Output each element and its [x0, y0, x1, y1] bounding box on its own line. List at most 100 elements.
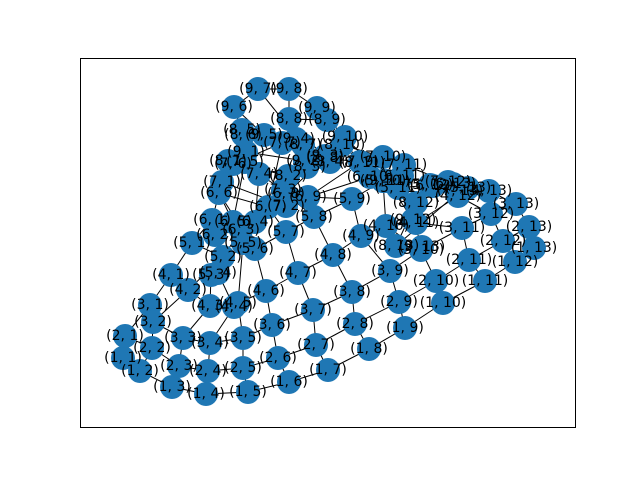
node-4-1 [159, 263, 183, 287]
graph-nodes [111, 77, 546, 406]
node-label-4-12: (4, 12) [435, 188, 482, 204]
node-label-3-7: (3, 7) [294, 302, 332, 318]
node-label-6-13: (6, 13) [430, 176, 477, 192]
node-label-5-4: (5, 4) [199, 265, 237, 281]
node-5-9 [340, 187, 364, 211]
node-9-7 [246, 77, 270, 101]
node-label-1-7: (1, 7) [309, 362, 347, 378]
node-5-1 [180, 231, 204, 255]
node-label-4-2: (4, 2) [169, 282, 207, 298]
node-1-8 [357, 337, 381, 361]
node-label-5-7: (5, 7) [267, 224, 305, 240]
node-label-3-5: (3, 5) [224, 330, 262, 346]
node-1-3 [160, 375, 184, 399]
node-2-10 [424, 269, 448, 293]
node-7-1 [210, 170, 234, 194]
node-label-5-2: (5, 2) [204, 249, 242, 265]
node-label-7-5: (7, 5) [226, 154, 264, 170]
node-4-7 [286, 261, 310, 285]
node-label-7-1: (7, 1) [203, 174, 241, 190]
node-1-7 [316, 358, 340, 382]
node-label-6-5: (6, 5) [214, 214, 252, 230]
node-label-2-9: (2, 9) [380, 294, 418, 310]
node-label-2-4: (2, 4) [189, 363, 227, 379]
node-label-2-1: (2, 1) [106, 328, 144, 344]
node-label-2-12: (2, 12) [480, 233, 527, 249]
node-3-7 [301, 298, 325, 322]
node-1-11 [473, 269, 497, 293]
node-8-11 [350, 151, 374, 175]
node-label-6-3: (6, 3) [222, 222, 260, 238]
node-label-7-13: (7, 13) [437, 183, 484, 199]
node-label-9-12: (9, 12) [390, 212, 437, 228]
node-2-4 [196, 359, 220, 383]
node-label-6-6: (6, 6) [200, 185, 238, 201]
node-label-8-3: (8, 3) [288, 159, 326, 175]
node-label-5-1: (5, 1) [173, 235, 211, 251]
node-2-1 [113, 324, 137, 348]
node-1-12 [503, 250, 527, 274]
node-label-5-5: (5, 5) [224, 235, 262, 251]
node-6-9 [296, 185, 320, 209]
node-label-1-9: (1, 9) [386, 320, 424, 336]
node-label-7-2: (7, 2) [267, 198, 305, 214]
node-label-5-10: (5, 10) [360, 173, 407, 189]
node-label-9-1: (9, 1) [227, 144, 265, 160]
node-label-3-12: (3, 12) [468, 206, 515, 222]
node-label-7-7: (7, 7) [263, 135, 301, 151]
node-2-6 [266, 346, 290, 370]
node-label-8-13: (8, 13) [373, 238, 420, 254]
node-label-1-4: (1, 4) [187, 386, 225, 402]
node-label-6-9: (6, 9) [289, 189, 327, 205]
node-2-11 [457, 248, 481, 272]
node-7-10 [371, 145, 395, 169]
node-label-2-8: (2, 8) [336, 316, 374, 332]
node-label-5-12: (5, 12) [407, 177, 454, 193]
node-2-5 [231, 356, 255, 380]
node-label-8-7: (8, 7) [284, 137, 322, 153]
node-7-11 [392, 153, 416, 177]
node-2-3 [167, 354, 191, 378]
node-label-9-2: (9, 2) [286, 153, 324, 169]
node-label-3-8: (3, 8) [333, 284, 371, 300]
node-1-2 [128, 359, 152, 383]
node-label-8-1: (8, 1) [209, 153, 247, 169]
node-label-1-11: (1, 11) [462, 273, 509, 289]
node-label-1-8: (1, 8) [350, 341, 388, 357]
node-label-4-6: (4, 6) [247, 283, 285, 299]
node-3-2 [141, 310, 165, 334]
node-3-3 [171, 326, 195, 350]
node-label-4-3: (4, 3) [191, 298, 229, 314]
graph-labels: (1, 1)(1, 2)(1, 3)(1, 4) (1, 5)(1, 6)(1, … [104, 81, 557, 402]
node-label-8-8: (8, 8) [270, 111, 308, 127]
node-7-13 [448, 179, 472, 203]
node-label-2-11: (2, 11) [446, 252, 493, 268]
node-label-6-11: (6, 11) [379, 168, 426, 184]
node-9-2 [293, 149, 317, 173]
node-9-3 [313, 144, 337, 168]
node-label-6-12: (6, 12) [410, 178, 457, 194]
node-3-4 [198, 331, 222, 355]
node-label-6-7: (6, 7) [249, 199, 287, 215]
node-label-7-3: (7, 3) [264, 182, 302, 198]
node-4-8 [321, 243, 345, 267]
node-3-13 [504, 192, 528, 216]
node-4-6 [254, 279, 278, 303]
node-label-2-5: (2, 5) [224, 360, 262, 376]
node-3-8 [340, 280, 364, 304]
node-label-1-10: (1, 10) [420, 295, 467, 311]
node-label-9-6: (9, 6) [215, 99, 253, 115]
node-1-13 [522, 236, 546, 260]
node-2-7 [304, 333, 328, 357]
node-label-8-12: (8, 12) [393, 195, 440, 211]
node-5-7 [274, 220, 298, 244]
node-label-9-11: (9, 11) [364, 173, 411, 189]
node-label-9-13: (9, 13) [399, 239, 446, 255]
node-label-1-13: (1, 13) [511, 240, 558, 256]
node-label-3-6: (3, 6) [253, 317, 291, 333]
node-2-9 [387, 290, 411, 314]
node-3-6 [260, 313, 284, 337]
node-4-10 [374, 214, 398, 238]
node-label-2-10: (2, 10) [413, 273, 460, 289]
